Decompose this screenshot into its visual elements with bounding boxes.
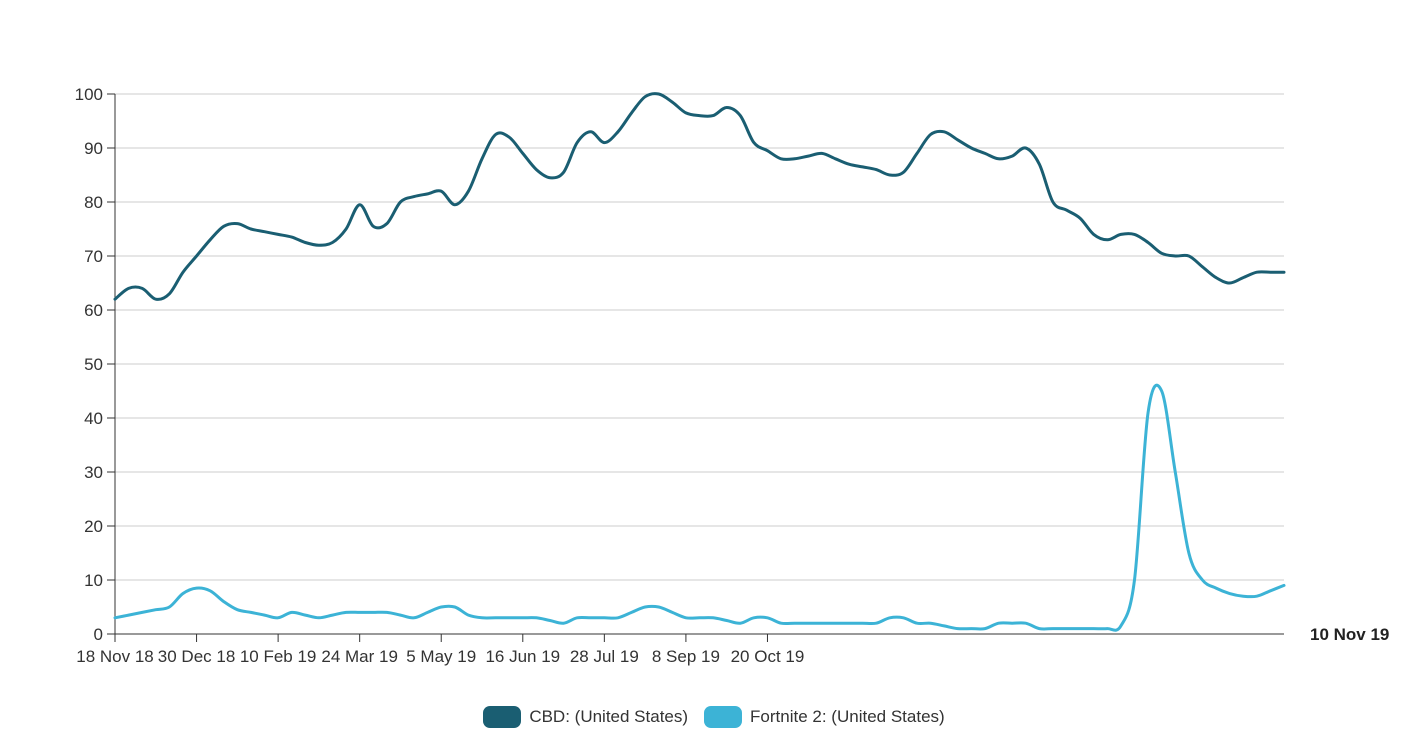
series-line-cbd	[113, 92, 1286, 301]
chart-legend: CBD: (United States) Fortnite 2: (United…	[0, 706, 1428, 728]
legend-label-cbd: CBD: (United States)	[529, 707, 689, 726]
y-tick-label: 70	[84, 247, 103, 266]
y-tick-label: 90	[84, 139, 103, 158]
legend-swatch-fortnite	[704, 706, 743, 728]
y-tick-label: 0	[94, 625, 103, 644]
x-tick-label: 5 May 19	[406, 647, 476, 666]
y-tick-label: 40	[84, 409, 103, 428]
x-tick-label: 24 Mar 19	[321, 647, 398, 666]
x-tick-label: 28 Jul 19	[570, 647, 639, 666]
y-tick-label: 100	[75, 85, 103, 104]
legend-item-cbd[interactable]: CBD: (United States)	[483, 706, 688, 728]
x-tick-label: 20 Oct 19	[731, 647, 805, 666]
x-tick-label: 10 Feb 19	[240, 647, 317, 666]
end-date-label: 10 Nov 19	[1310, 625, 1389, 644]
legend-item-fortnite[interactable]: Fortnite 2: (United States)	[704, 706, 945, 728]
y-tick-label: 60	[84, 301, 103, 320]
y-tick-label: 20	[84, 517, 103, 536]
y-tick-label: 30	[84, 463, 103, 482]
y-tick-label: 10	[84, 571, 103, 590]
legend-swatch-cbd	[483, 706, 522, 728]
x-tick-label: 8 Sep 19	[652, 647, 720, 666]
y-tick-label: 50	[84, 355, 103, 374]
legend-label-fortnite: Fortnite 2: (United States)	[750, 707, 945, 726]
x-tick-label: 30 Dec 18	[158, 647, 236, 666]
x-tick-label: 18 Nov 18	[76, 647, 154, 666]
series-line-fortnite	[113, 383, 1286, 632]
y-tick-label: 80	[84, 193, 103, 212]
x-tick-label: 16 Jun 19	[485, 647, 560, 666]
